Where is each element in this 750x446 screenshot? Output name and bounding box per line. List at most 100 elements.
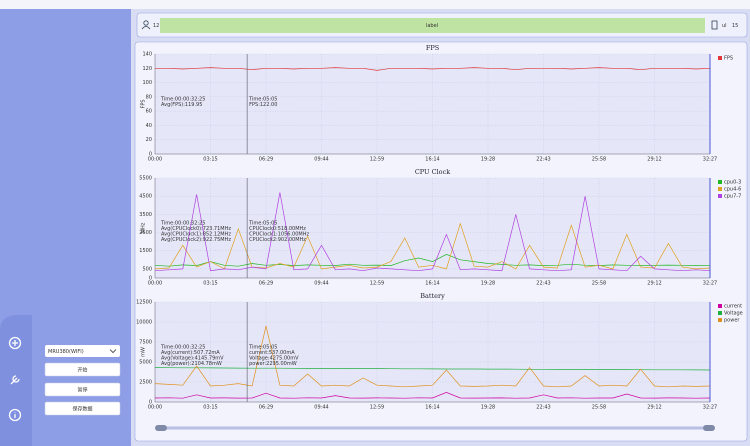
cursor-text: power:2295.00mW bbox=[249, 361, 297, 367]
x-tick-label: 16:14 bbox=[425, 405, 439, 411]
summary-text: Avg(CPUClock2):922.75MHz bbox=[161, 237, 231, 243]
legend-label: cpu4-6 bbox=[724, 187, 741, 193]
signal-text: ul bbox=[722, 23, 727, 29]
x-tick-label: 09:44 bbox=[314, 281, 328, 287]
pause-button[interactable] bbox=[44, 382, 121, 397]
cursor-text: current:537.00mA bbox=[249, 350, 295, 356]
cursor-text: CPUClock1:1056.00MHz bbox=[249, 232, 309, 238]
x-tick-label: 22:43 bbox=[536, 157, 550, 163]
x-tick-label: 19:28 bbox=[481, 281, 495, 287]
y-axis-label: mW bbox=[141, 347, 147, 357]
y-tick-label: 80 bbox=[146, 94, 152, 100]
x-tick-label: 09:44 bbox=[314, 405, 328, 411]
phone-icon[interactable] bbox=[711, 20, 718, 30]
y-tick-label: 500 bbox=[142, 266, 152, 272]
legend-label: Voltage bbox=[724, 311, 743, 317]
x-tick-label: 12:59 bbox=[370, 405, 384, 411]
device-name: MRU380(WIFI) bbox=[48, 349, 84, 355]
cursor-text: Voltage:4275.00mV bbox=[249, 356, 299, 362]
x-tick-label: 16:14 bbox=[425, 281, 439, 287]
cursor-text: CPUClock2:902.00MHz bbox=[249, 237, 306, 243]
legend-swatch bbox=[718, 194, 722, 198]
y-tick-label: 0 bbox=[149, 276, 152, 282]
x-tick-label: 00:00 bbox=[148, 281, 162, 287]
label-text: label bbox=[426, 23, 438, 29]
cursor-text: CPUClock0:518.00MHz bbox=[249, 226, 306, 232]
legend-swatch bbox=[718, 56, 722, 60]
label-box bbox=[160, 18, 705, 33]
add-icon[interactable] bbox=[8, 336, 22, 350]
cursor-text: Time:05:05 bbox=[248, 97, 277, 103]
user-count: 12 bbox=[153, 23, 159, 29]
y-tick-label: 4500 bbox=[139, 194, 152, 200]
user-icon[interactable] bbox=[143, 20, 149, 26]
y-tick-label: 3500 bbox=[139, 212, 152, 218]
summary-text: Time:00:00:32:25 bbox=[160, 345, 205, 351]
x-tick-label: 06:29 bbox=[259, 405, 273, 411]
y-tick-label: 7500 bbox=[139, 340, 152, 346]
series-line bbox=[154, 254, 711, 267]
x-tick-label: 00:00 bbox=[148, 405, 162, 411]
y-tick-label: 140 bbox=[142, 52, 152, 58]
x-tick-label: 25:58 bbox=[592, 281, 606, 287]
x-tick-label: 32:27 bbox=[703, 405, 717, 411]
summary-text: Avg(FPS):119.95 bbox=[161, 102, 202, 108]
y-tick-label: 5500 bbox=[139, 176, 152, 182]
legend-label: cpu0-3 bbox=[724, 180, 741, 186]
x-tick-label: 06:29 bbox=[259, 281, 273, 287]
x-tick-label: 22:43 bbox=[536, 281, 550, 287]
summary-text: Avg(current):507.72mA bbox=[161, 350, 220, 356]
y-axis-label: MHz bbox=[141, 222, 147, 233]
summary-text: Avg(power):2104.78mW bbox=[161, 361, 222, 367]
y-tick-label: 0 bbox=[149, 152, 152, 158]
x-tick-label: 29:12 bbox=[647, 157, 661, 163]
title-bar bbox=[0, 0, 750, 9]
scroll-handle[interactable] bbox=[155, 425, 167, 431]
x-tick-label: 32:27 bbox=[703, 157, 717, 163]
battery-text: 15 bbox=[732, 23, 738, 29]
x-tick-label: 22:43 bbox=[536, 405, 550, 411]
series-line bbox=[154, 392, 711, 399]
y-tick-label: 5000 bbox=[139, 360, 152, 366]
series-line bbox=[155, 67, 711, 71]
x-tick-label: 25:58 bbox=[592, 405, 606, 411]
x-tick-label: 03:15 bbox=[203, 405, 217, 411]
x-tick-label: 29:12 bbox=[647, 281, 661, 287]
chart-title: FPS bbox=[426, 44, 439, 52]
summary-text: Time:00:00:32:25 bbox=[160, 97, 205, 103]
y-tick-label: 1500 bbox=[139, 248, 152, 254]
x-tick-label: 32:27 bbox=[703, 281, 717, 287]
x-tick-label: 00:00 bbox=[148, 157, 162, 163]
icon-rail bbox=[0, 315, 32, 446]
y-tick-label: 120 bbox=[142, 66, 152, 72]
x-tick-label: 03:15 bbox=[203, 157, 217, 163]
x-tick-label: 19:28 bbox=[481, 405, 495, 411]
save-button[interactable] bbox=[44, 401, 121, 416]
legend-label: FPS bbox=[724, 56, 733, 62]
start-button[interactable] bbox=[44, 362, 121, 377]
button-label: 暂停 bbox=[77, 387, 87, 394]
settings-icon[interactable] bbox=[10, 375, 20, 385]
y-tick-label: 2500 bbox=[139, 230, 152, 236]
y-tick-label: 60 bbox=[146, 109, 152, 115]
series-line bbox=[154, 192, 711, 272]
device-select[interactable] bbox=[45, 345, 120, 357]
chart-title: Battery bbox=[420, 292, 445, 300]
summary-text: Avg(CPUClock1):852.12MHz bbox=[161, 232, 231, 238]
button-label: 开始 bbox=[77, 367, 87, 374]
legend-label: cpu7-7 bbox=[724, 194, 741, 200]
x-tick-label: 12:59 bbox=[370, 281, 384, 287]
y-tick-label: 40 bbox=[146, 123, 152, 129]
x-tick-label: 12:59 bbox=[370, 157, 384, 163]
y-tick-label: 10000 bbox=[136, 320, 152, 326]
summary-text: Time:00:00:32:25 bbox=[160, 221, 205, 227]
summary-text: Avg(Voltage):4145.79mV bbox=[161, 356, 224, 362]
x-tick-label: 25:58 bbox=[592, 157, 606, 163]
info-icon[interactable] bbox=[8, 408, 22, 422]
x-tick-label: 29:12 bbox=[647, 405, 661, 411]
scroll-handle[interactable] bbox=[703, 425, 715, 431]
cursor-text: FPS:122.00 bbox=[249, 102, 277, 108]
cursor-text: Time:05:05 bbox=[248, 345, 277, 351]
series-line bbox=[154, 325, 711, 388]
